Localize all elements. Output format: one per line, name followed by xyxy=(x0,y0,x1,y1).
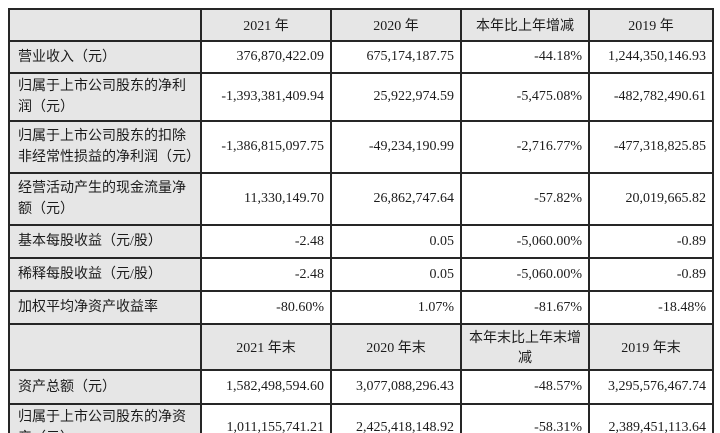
cell-value-2019: -18.48% xyxy=(588,290,714,325)
cell-value-change: -57.82% xyxy=(460,172,590,226)
header-cell-year-end-change: 本年末比上年末增减 xyxy=(460,323,590,371)
table-row-total-assets: 资产总额（元） 1,582,498,594.60 3,077,088,296.4… xyxy=(8,369,714,405)
cell-value-2020: 0.05 xyxy=(330,257,462,292)
cell-value-2019-end: 2,389,451,113.64 xyxy=(588,403,714,433)
table-row-revenue: 营业收入（元） 376,870,422.09 675,174,187.75 -4… xyxy=(8,40,714,74)
cell-value-change: -5,060.00% xyxy=(460,257,590,292)
header-cell-2021: 2021 年 xyxy=(200,8,332,42)
cell-value-change: -2,716.77% xyxy=(460,120,590,174)
cell-value-2020-end: 2,425,418,148.92 xyxy=(330,403,462,433)
cell-value-2019: -482,782,490.61 xyxy=(588,72,714,122)
cell-value-change: -44.18% xyxy=(460,40,590,74)
header-cell-2019-end: 2019 年末 xyxy=(588,323,714,371)
header-cell-yoy-change: 本年比上年增减 xyxy=(460,8,590,42)
cell-value-2019: -477,318,825.85 xyxy=(588,120,714,174)
cell-value-2019: -0.89 xyxy=(588,257,714,292)
header-cell-2021-end: 2021 年末 xyxy=(200,323,332,371)
row-label: 稀释每股收益（元/股） xyxy=(8,257,202,292)
row-label: 归属于上市公司股东的扣除非经常性损益的净利润（元） xyxy=(8,120,202,174)
table-row-diluted-eps: 稀释每股收益（元/股） -2.48 0.05 -5,060.00% -0.89 xyxy=(8,257,714,292)
row-label: 资产总额（元） xyxy=(8,369,202,405)
cell-value-2019-end: 3,295,576,467.74 xyxy=(588,369,714,405)
table-row-net-profit-excl-nonrecurring: 归属于上市公司股东的扣除非经常性损益的净利润（元） -1,386,815,097… xyxy=(8,120,714,174)
header-cell-2020-end: 2020 年末 xyxy=(330,323,462,371)
table-row-weighted-avg-roe: 加权平均净资产收益率 -80.60% 1.07% -81.67% -18.48% xyxy=(8,290,714,325)
header-cell-blank xyxy=(8,8,202,42)
cell-value-2021: -1,386,815,097.75 xyxy=(200,120,332,174)
header-cell-2020: 2020 年 xyxy=(330,8,462,42)
cell-value-2020-end: 3,077,088,296.43 xyxy=(330,369,462,405)
row-label: 加权平均净资产收益率 xyxy=(8,290,202,325)
row-label: 归属于上市公司股东的净利润（元） xyxy=(8,72,202,122)
cell-value-2019: -0.89 xyxy=(588,224,714,259)
table-row-net-assets: 归属于上市公司股东的净资产（元） 1,011,155,741.21 2,425,… xyxy=(8,403,714,433)
financial-summary-table: 2021 年 2020 年 本年比上年增减 2019 年 营业收入（元） 376… xyxy=(8,8,714,433)
cell-value-2019: 1,244,350,146.93 xyxy=(588,40,714,74)
table-header-row-year-end: 2021 年末 2020 年末 本年末比上年末增减 2019 年末 xyxy=(8,323,714,371)
table-row-operating-cash-flow: 经营活动产生的现金流量净额（元） 11,330,149.70 26,862,74… xyxy=(8,172,714,226)
cell-value-change: -48.57% xyxy=(460,369,590,405)
cell-value-2019: 20,019,665.82 xyxy=(588,172,714,226)
cell-value-2020: 1.07% xyxy=(330,290,462,325)
table-row-basic-eps: 基本每股收益（元/股） -2.48 0.05 -5,060.00% -0.89 xyxy=(8,224,714,259)
cell-value-2021: -1,393,381,409.94 xyxy=(200,72,332,122)
cell-value-2021: -2.48 xyxy=(200,257,332,292)
cell-value-change: -5,475.08% xyxy=(460,72,590,122)
cell-value-2020: -49,234,190.99 xyxy=(330,120,462,174)
table-row-net-profit: 归属于上市公司股东的净利润（元） -1,393,381,409.94 25,92… xyxy=(8,72,714,122)
cell-value-change: -81.67% xyxy=(460,290,590,325)
row-label: 基本每股收益（元/股） xyxy=(8,224,202,259)
row-label: 经营活动产生的现金流量净额（元） xyxy=(8,172,202,226)
cell-value-2020: 25,922,974.59 xyxy=(330,72,462,122)
row-label: 营业收入（元） xyxy=(8,40,202,74)
cell-value-2020: 0.05 xyxy=(330,224,462,259)
cell-value-2021: -2.48 xyxy=(200,224,332,259)
cell-value-2020: 675,174,187.75 xyxy=(330,40,462,74)
cell-value-2021-end: 1,011,155,741.21 xyxy=(200,403,332,433)
cell-value-2021: -80.60% xyxy=(200,290,332,325)
header-cell-2019: 2019 年 xyxy=(588,8,714,42)
cell-value-2021: 376,870,422.09 xyxy=(200,40,332,74)
cell-value-2021-end: 1,582,498,594.60 xyxy=(200,369,332,405)
cell-value-change: -5,060.00% xyxy=(460,224,590,259)
cell-value-2020: 26,862,747.64 xyxy=(330,172,462,226)
cell-value-2021: 11,330,149.70 xyxy=(200,172,332,226)
table-header-row-annual: 2021 年 2020 年 本年比上年增减 2019 年 xyxy=(8,8,714,42)
cell-value-change: -58.31% xyxy=(460,403,590,433)
row-label: 归属于上市公司股东的净资产（元） xyxy=(8,403,202,433)
header-cell-blank xyxy=(8,323,202,371)
